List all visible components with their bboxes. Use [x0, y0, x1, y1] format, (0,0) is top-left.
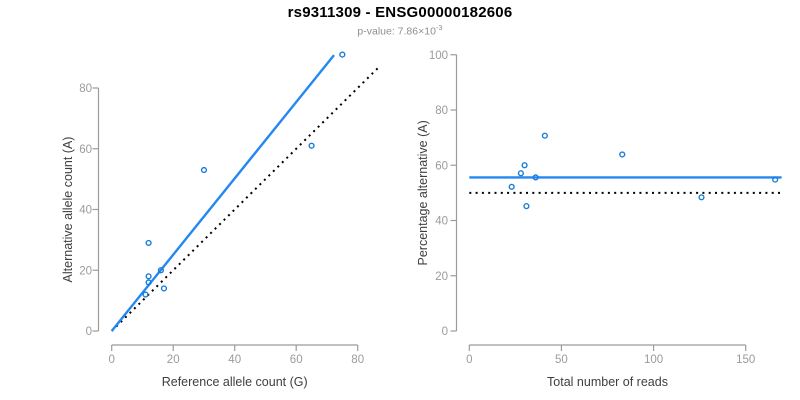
data-point	[517, 170, 524, 177]
data-point	[698, 194, 705, 201]
data-point	[772, 176, 779, 183]
pct-alt-vs-total-reads-panel: 0 20 40 60 80 100 0 50 100 150 Total number of rea…	[416, 50, 782, 389]
data-point	[532, 174, 539, 181]
y-axis-title: Percentage alternative (A)	[416, 120, 430, 265]
plot-title: rs9311309 - ENSG00000182606	[287, 4, 513, 21]
data-point	[145, 273, 152, 280]
x-tick-label: 0	[108, 354, 114, 366]
y-axis-title: Alternative allele count (A)	[61, 137, 75, 283]
x-tick-label: 0	[466, 354, 472, 366]
x-tick-label: 20	[167, 354, 180, 366]
x-tick-label: 100	[644, 354, 663, 366]
p-value-text: p-value: 7.86×10	[357, 25, 436, 38]
x-tick-label: 150	[736, 354, 755, 366]
y-tick-label: 0	[442, 326, 448, 338]
x-tick-label: 50	[555, 354, 568, 366]
data-point	[157, 267, 165, 274]
y-tick-label: 40	[79, 205, 92, 217]
identity-line	[110, 66, 380, 332]
data-point	[508, 183, 515, 190]
x-tick-label: 80	[351, 354, 364, 366]
x-axis-title: Total number of reads	[547, 375, 668, 389]
data-point	[200, 166, 208, 174]
data-point	[339, 51, 346, 58]
y-tick-label: 40	[435, 216, 448, 228]
data-point	[619, 151, 626, 158]
fit-line	[110, 54, 335, 332]
data-point	[145, 239, 152, 247]
data-point	[541, 132, 548, 139]
data-point	[523, 203, 530, 210]
x-axis-title: Reference allele count (G)	[162, 375, 308, 389]
y-tick-label: 100	[429, 50, 448, 62]
y-tick-label: 20	[435, 271, 448, 283]
y-tick-label: 80	[435, 105, 448, 117]
p-value-exponent: -3	[435, 23, 443, 32]
y-tick-label: 60	[435, 160, 448, 172]
data-point	[521, 162, 528, 169]
data-point	[145, 279, 152, 286]
data-point	[160, 285, 168, 292]
ref-vs-alt-count-panel: 0 20 40 60 80 0 20 40 60 80 Reference allele count…	[61, 51, 380, 389]
y-tick-label: 0	[86, 326, 92, 338]
y-tick-label: 20	[79, 265, 92, 277]
x-tick-label: 40	[228, 354, 241, 366]
data-point	[142, 291, 149, 298]
data-point	[308, 142, 315, 149]
y-tick-label: 80	[79, 83, 92, 95]
x-tick-label: 60	[290, 354, 303, 366]
y-tick-label: 60	[79, 144, 92, 156]
plot-subtitle: p-value: 7.86×10-3	[0, 23, 800, 38]
